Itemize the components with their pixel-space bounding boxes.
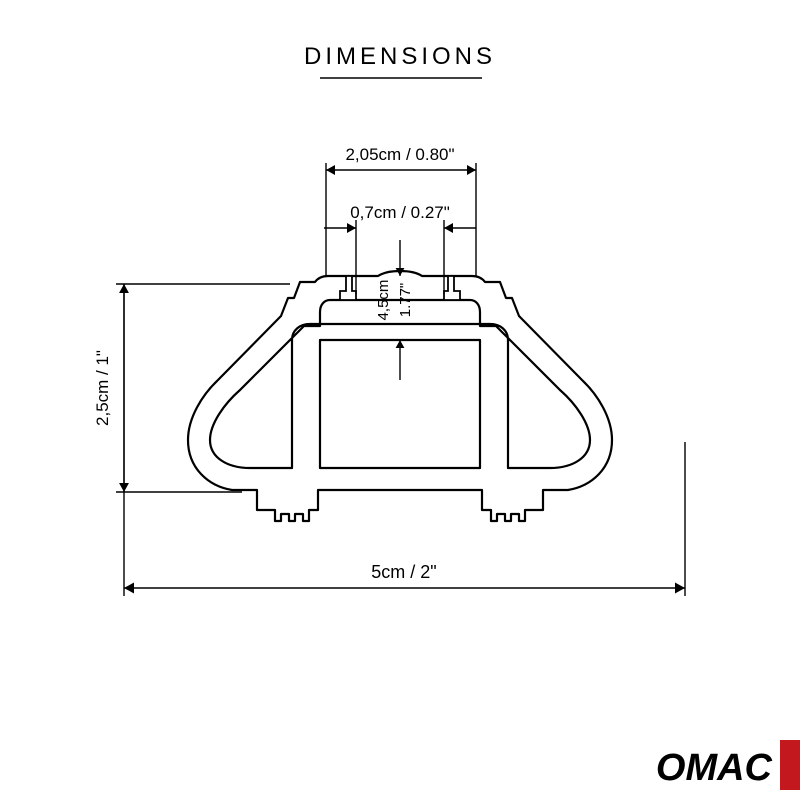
dim-label-bottom: 5cm / 2"	[371, 562, 436, 582]
page-title: DIMENSIONS	[304, 43, 496, 70]
dim-label-top-outer: 2,05cm / 0.80"	[345, 145, 454, 164]
dim-label-left: 2,5cm / 1"	[93, 350, 112, 426]
dim-label-vsmall-1: 4,5cm	[375, 280, 392, 321]
dim-label-vsmall-2: 1.77"	[397, 283, 414, 318]
brand-logo: OMAC	[656, 747, 773, 789]
logo-accent	[780, 740, 800, 790]
dim-label-top-inner: 0,7cm / 0.27"	[350, 203, 450, 222]
background	[0, 0, 800, 800]
